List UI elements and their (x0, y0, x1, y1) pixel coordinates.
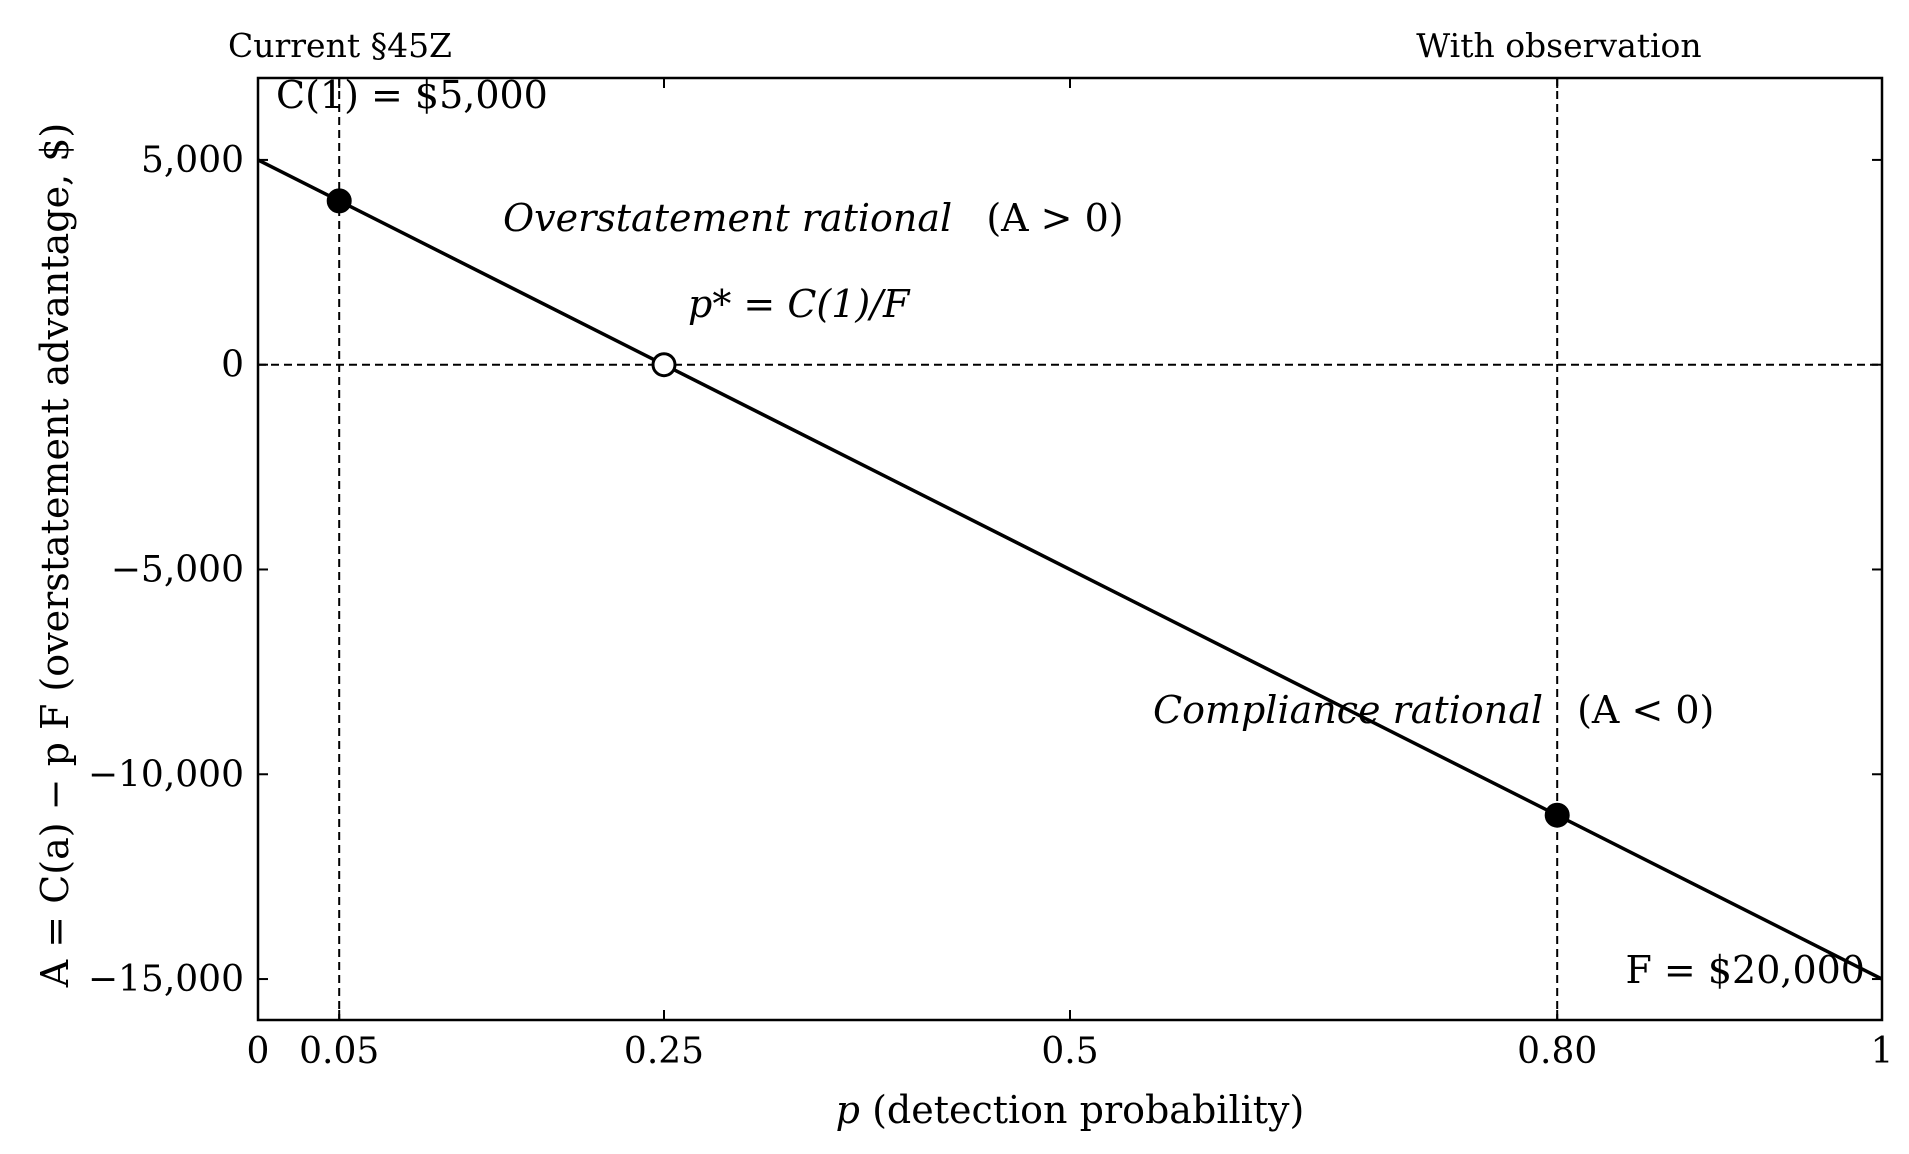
series-layer (257, 158, 1883, 981)
annotation-c1: C(1) = $5,000 (276, 73, 548, 117)
point-layer (326, 188, 1570, 828)
y-tick-label-4: −15,000 (88, 959, 244, 1000)
reference-lines (258, 78, 1882, 1020)
tick-layer: 0 0.05 0.25 0.5 0.80 1 5,000 0 −5,000 −10,000 −15,… (88, 78, 1894, 1072)
annotation-compliance-cond: (A < 0) (1577, 688, 1714, 732)
x-tick-label-2: 0.25 (624, 1031, 704, 1072)
x-axis-title-var: p (836, 1088, 860, 1132)
data-point-2 (1544, 802, 1570, 828)
series-line-0 (257, 158, 1883, 981)
y-tick-label-2: −5,000 (111, 549, 244, 590)
annotation-compliance: Compliance rational (A < 0) (1153, 688, 1714, 732)
x-axis-title-rest: (detection probability) (860, 1088, 1304, 1132)
annotation-compliance-label: Compliance rational (1153, 688, 1543, 732)
annotation-overstatement-cond: (A > 0) (986, 196, 1123, 240)
x-tick-label-1: 0.05 (299, 1031, 379, 1072)
annotation-pstar: p* = C(1)/F (688, 282, 911, 326)
y-axis-title: A = C(a) − p F (overstatement advantage,… (33, 123, 77, 989)
x-axis-title: p (detection probability) (836, 1088, 1305, 1132)
y-tick-label-3: −10,000 (88, 754, 244, 795)
top-label-observation: With observation (1416, 26, 1701, 65)
annotation-overstatement-label: Overstatement rational (503, 196, 952, 240)
data-point-1 (651, 352, 677, 378)
data-point-0 (326, 188, 352, 214)
top-label-current: Current §45Z (228, 26, 452, 65)
annotation-overstatement: Overstatement rational (A > 0) (503, 196, 1124, 240)
y-tick-label-0: 5,000 (141, 140, 244, 181)
x-tick-label-5: 1 (1871, 1031, 1894, 1072)
x-tick-label-3: 0.5 (1041, 1031, 1098, 1072)
annotation-fine: F = $20,000 (1625, 948, 1865, 992)
y-tick-label-1: 0 (221, 345, 244, 386)
x-tick-label-0: 0 (247, 1031, 270, 1072)
x-tick-label-4: 0.80 (1517, 1031, 1597, 1072)
